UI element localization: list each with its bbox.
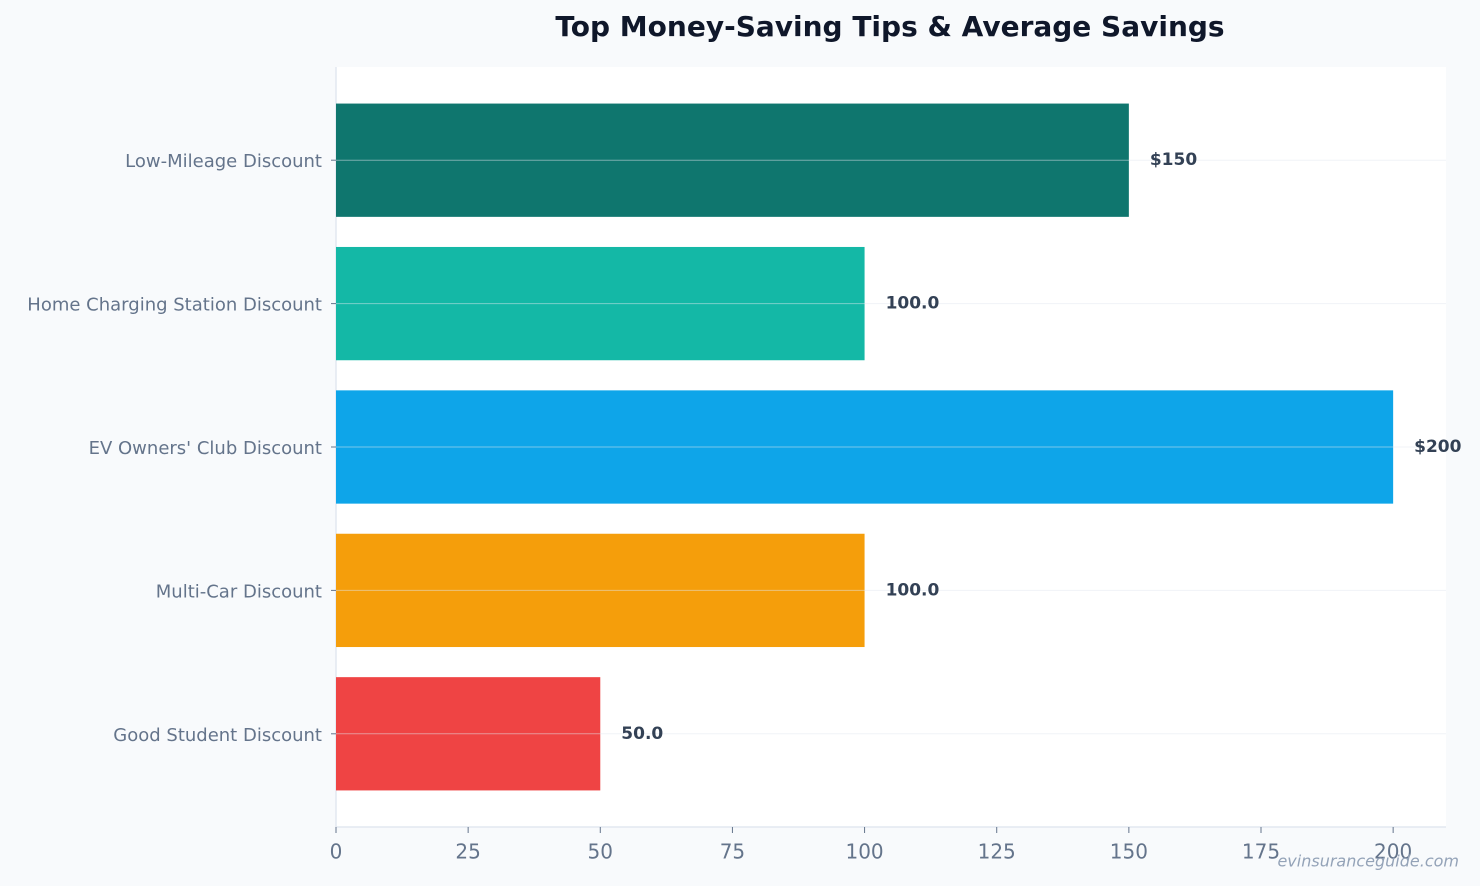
x-tick-label: 200 [1374,840,1412,864]
x-tick-label: 175 [1242,840,1280,864]
y-tick-label: Multi-Car Discount [156,581,322,602]
value-label: $200 [1414,437,1461,457]
y-tick-label: Good Student Discount [113,725,322,746]
y-tick-label: EV Owners' Club Discount [89,438,322,459]
value-label: 100.0 [886,580,940,600]
y-tick-label: Home Charging Station Discount [27,295,322,316]
watermark: evinsuranceguide.com [1277,852,1459,871]
x-tick-label: 25 [455,840,480,864]
value-label: 100.0 [886,294,940,314]
x-tick-label: 0 [330,840,343,864]
value-label: $150 [1150,150,1197,170]
x-tick-label: 150 [1110,840,1148,864]
x-tick-label: 50 [588,840,613,864]
x-tick-label: 75 [720,840,745,864]
value-label: 50.0 [621,724,663,744]
chart-title: Top Money-Saving Tips & Average Savings [555,10,1224,43]
x-tick-label: 125 [978,840,1016,864]
y-tick-label: Low-Mileage Discount [125,151,322,172]
x-tick-label: 100 [845,840,883,864]
